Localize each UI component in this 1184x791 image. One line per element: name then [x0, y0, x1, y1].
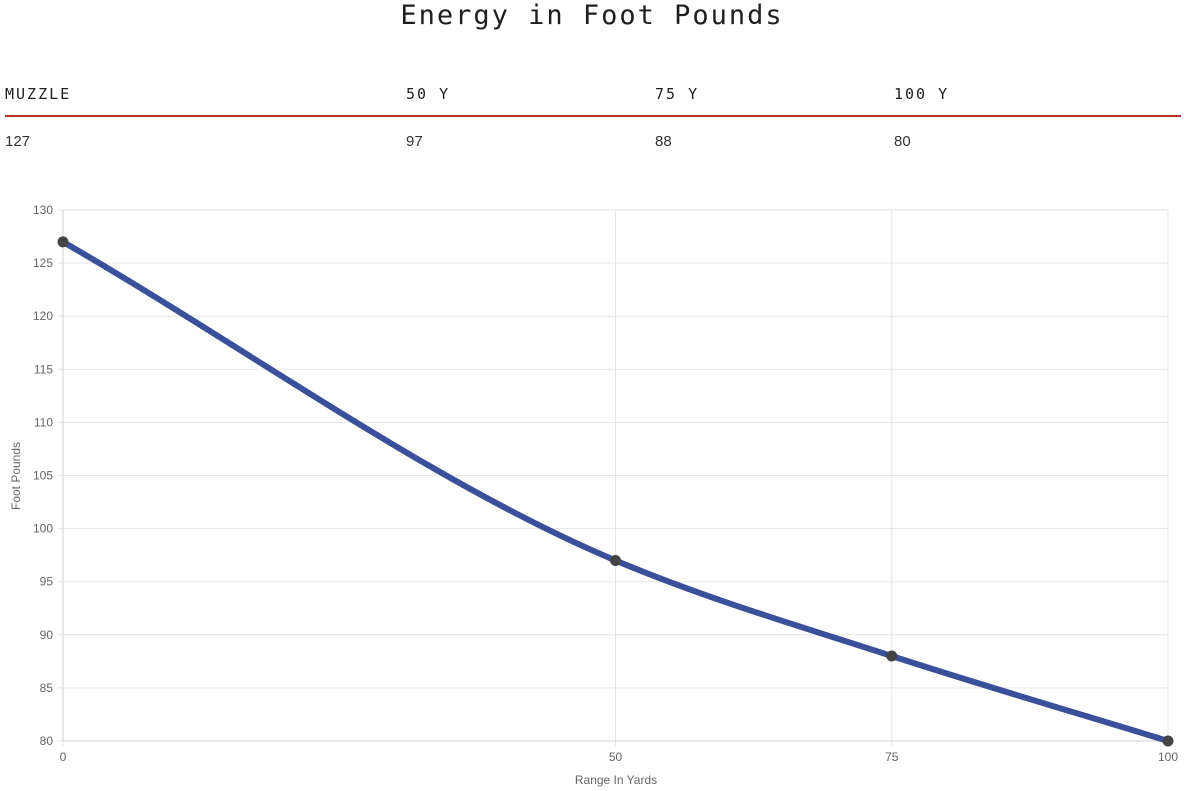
data-point	[610, 554, 621, 566]
chart-axes: 80 85 90 95 100 105 110 115 120 125 130 0 50 75 100	[33, 203, 1178, 764]
y-tick-label: 115	[34, 362, 53, 376]
value-muzzle: 127	[5, 133, 31, 150]
value-50y: 97	[406, 133, 423, 150]
header-100y: 100 Y	[894, 85, 950, 103]
y-tick-label: 105	[33, 469, 53, 483]
y-tick-label: 80	[40, 734, 54, 748]
y-tick-label: 100	[33, 522, 53, 536]
table-header-row: MUZZLE 50 Y 75 Y 100 Y	[5, 80, 1181, 117]
value-100y: 80	[894, 133, 911, 150]
energy-table: MUZZLE 50 Y 75 Y 100 Y 127 97 88 80	[5, 80, 1181, 153]
x-tick-label: 0	[60, 750, 67, 764]
header-muzzle: MUZZLE	[5, 85, 72, 103]
chart-series	[57, 236, 1174, 747]
y-tick-label: 95	[40, 575, 54, 589]
header-50y: 50 Y	[406, 85, 451, 103]
data-point	[57, 236, 69, 248]
x-tick-label: 50	[609, 750, 623, 764]
y-tick-label: 85	[40, 681, 54, 695]
y-tick-label: 120	[33, 309, 53, 323]
y-tick-label: 125	[33, 256, 53, 270]
chart-grid	[58, 209, 1169, 746]
series-line	[60, 238, 1171, 744]
header-75y: 75 Y	[655, 85, 700, 103]
x-tick-label: 100	[1158, 750, 1178, 764]
y-tick-label: 90	[40, 628, 54, 642]
value-75y: 88	[655, 133, 672, 150]
y-tick-label: 110	[34, 415, 53, 429]
table-row: 127 97 88 80	[5, 117, 1181, 153]
y-axis-label: Foot Pounds	[9, 442, 23, 510]
x-axis-label: Range In Yards	[575, 773, 657, 787]
data-point	[886, 650, 898, 662]
page-title: Energy in Foot Pounds	[400, 0, 784, 31]
data-point	[1162, 735, 1174, 747]
x-tick-label: 75	[885, 750, 899, 764]
energy-line-chart: 80 85 90 95 100 105 110 115 120 125 130 0 50 75 100 Ra…	[9, 203, 1178, 787]
y-tick-label: 130	[33, 203, 53, 217]
